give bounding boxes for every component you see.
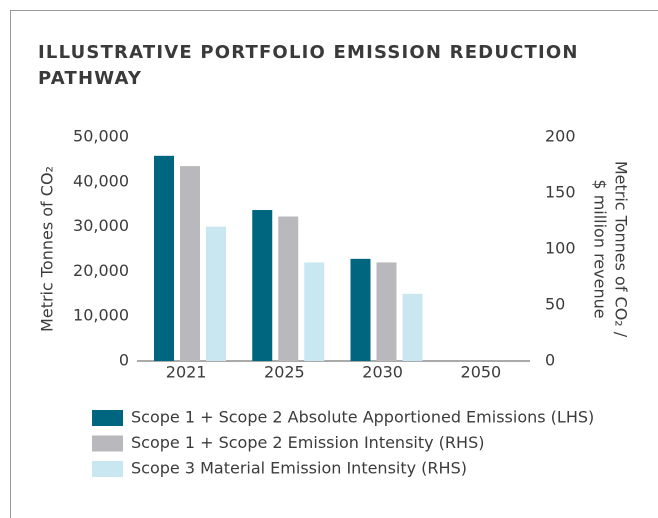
x-tick-label: 2050 — [461, 363, 502, 382]
legend-swatch — [92, 461, 123, 477]
legend-label: Scope 3 Material Emission Intensity (RHS… — [131, 459, 467, 478]
x-tick-label: 2021 — [166, 363, 207, 382]
y2-tick-label: 200 — [545, 127, 576, 146]
bar — [252, 210, 273, 361]
y-tick-label: 0 — [119, 351, 129, 370]
y2-axis-label: Metric Tonnes of CO₂ / — [612, 161, 631, 338]
legend-swatch — [92, 410, 123, 426]
panel — [10, 10, 658, 518]
bar — [154, 155, 174, 361]
y-tick-label: 50,000 — [73, 127, 129, 146]
y2-tick-label: 150 — [545, 183, 576, 202]
bar — [350, 258, 371, 361]
x-tick-label: 2030 — [362, 363, 403, 382]
legend-label: Scope 1 + Scope 2 Absolute Apportioned E… — [131, 408, 594, 427]
y-tick-label: 20,000 — [73, 261, 129, 280]
legend-swatch — [92, 435, 123, 452]
legend-label: Scope 1 + Scope 2 Emission Intensity (RH… — [131, 433, 484, 452]
chart-title: ILLUSTRATIVE PORTFOLIO EMISSION REDUCTIO… — [38, 42, 579, 89]
bar — [278, 216, 299, 361]
bar — [376, 262, 397, 361]
x-tick-label: 2025 — [264, 363, 305, 382]
y-tick-label: 40,000 — [73, 171, 129, 190]
y2-tick-label: 50 — [545, 295, 565, 314]
bar — [402, 293, 423, 361]
y2-tick-label: 100 — [545, 239, 576, 258]
bar — [206, 226, 226, 361]
y-tick-label: 10,000 — [73, 306, 129, 325]
bar — [304, 262, 325, 361]
bar — [180, 166, 200, 361]
y-tick-label: 30,000 — [73, 216, 129, 235]
y-axis-label: Metric Tonnes of CO₂ — [38, 166, 57, 332]
y2-tick-label: 0 — [545, 351, 555, 370]
y2-axis-label: $ million revenue — [591, 179, 610, 318]
